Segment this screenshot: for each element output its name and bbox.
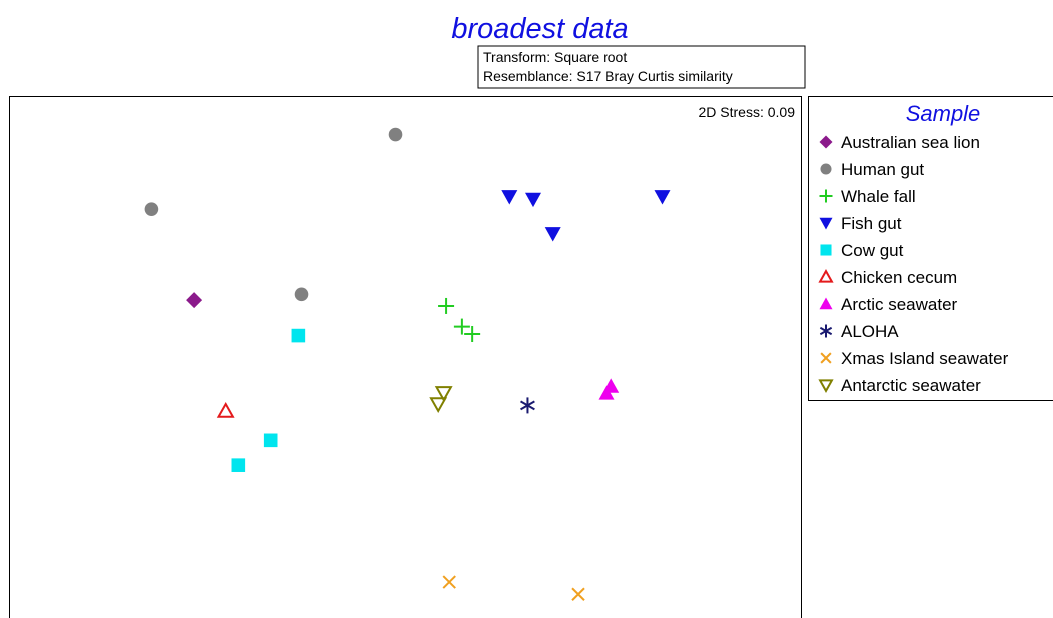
- legend-label-human-gut: Human gut: [841, 160, 924, 179]
- legend-item-xmas-island-seawater: Xmas Island seawater: [820, 349, 1009, 368]
- point-whale-fall-3: [464, 325, 481, 342]
- legend-item-antarctic-seawater: Antarctic seawater: [818, 376, 981, 395]
- stress-text: 2D Stress: 0.09: [699, 104, 796, 120]
- point-antarctic-seawater-1: [434, 386, 453, 402]
- legend-item-fish-gut: Fish gut: [819, 214, 902, 233]
- legend-marker-aloha: [819, 324, 833, 338]
- legend-marker-xmas-island-seawater: [820, 352, 832, 364]
- point-arctic-seawater-2: [598, 385, 615, 400]
- legend-marker-fish-gut: [819, 217, 833, 230]
- info-box: Transform: Square root Resemblance: S17 …: [477, 45, 806, 89]
- point-human-gut-2: [144, 202, 159, 216]
- transform-text: Transform: Square root: [483, 49, 627, 65]
- legend-frame: [808, 96, 1053, 401]
- legend-label-fish-gut: Fish gut: [841, 214, 902, 233]
- chart-title: broadest data: [451, 13, 628, 45]
- legend-label-australian-sea-lion: Australian sea lion: [841, 133, 980, 152]
- legend-label-xmas-island-seawater: Xmas Island seawater: [841, 349, 1009, 368]
- resemblance-text: Resemblance: S17 Bray Curtis similarity: [483, 68, 733, 84]
- legend-label-aloha: ALOHA: [841, 322, 899, 341]
- legend-item-human-gut: Human gut: [820, 160, 924, 179]
- legend-marker-human-gut: [820, 163, 832, 175]
- point-cow-gut-3: [231, 458, 246, 472]
- data-points: [144, 127, 671, 601]
- point-fish-gut-1: [501, 190, 518, 205]
- point-human-gut-1: [388, 127, 403, 142]
- point-fish-gut-4: [654, 190, 671, 205]
- legend-item-aloha: ALOHA: [819, 322, 899, 341]
- legend-marker-antarctic-seawater: [818, 379, 834, 393]
- point-australian-sea-lion-1: [186, 292, 203, 309]
- legend-items: Australian sea lion Human gut Whale fall Fi…: [818, 133, 1009, 395]
- point-whale-fall-2: [453, 318, 470, 335]
- point-cow-gut-1: [291, 328, 306, 343]
- point-cow-gut-2: [263, 433, 278, 448]
- legend-item-australian-sea-lion: Australian sea lion: [819, 133, 980, 152]
- legend-marker-cow-gut: [820, 244, 832, 256]
- point-human-gut-3: [294, 287, 309, 302]
- legend-title: Sample: [906, 101, 981, 126]
- point-aloha-1: [520, 397, 535, 414]
- legend-marker-chicken-cecum: [818, 269, 834, 283]
- legend-item-chicken-cecum: Chicken cecum: [818, 268, 957, 287]
- legend-label-cow-gut: Cow gut: [841, 241, 904, 260]
- plot-frame: [9, 96, 802, 618]
- point-chicken-cecum-1: [216, 401, 235, 418]
- legend-label-antarctic-seawater: Antarctic seawater: [841, 376, 981, 395]
- legend-item-arctic-seawater: Arctic seawater: [819, 295, 958, 314]
- legend-label-chicken-cecum: Chicken cecum: [841, 268, 957, 287]
- legend-label-whale-fall: Whale fall: [841, 187, 916, 206]
- point-whale-fall-1: [438, 297, 455, 314]
- legend-marker-whale-fall: [819, 189, 833, 203]
- legend-marker-arctic-seawater: [819, 297, 833, 310]
- legend-item-cow-gut: Cow gut: [820, 241, 904, 260]
- point-fish-gut-3: [544, 227, 561, 242]
- point-xmas-island-seawater-1: [442, 575, 456, 589]
- point-xmas-island-seawater-2: [571, 587, 585, 601]
- legend-label-arctic-seawater: Arctic seawater: [841, 295, 958, 314]
- legend-marker-australian-sea-lion: [819, 135, 833, 149]
- point-antarctic-seawater-2: [429, 397, 448, 414]
- legend-item-whale-fall: Whale fall: [819, 187, 916, 206]
- legend: Sample Australian sea lion Human gut Whale…: [808, 96, 1053, 401]
- info-box-frame: [477, 45, 806, 89]
- point-fish-gut-2: [525, 192, 541, 208]
